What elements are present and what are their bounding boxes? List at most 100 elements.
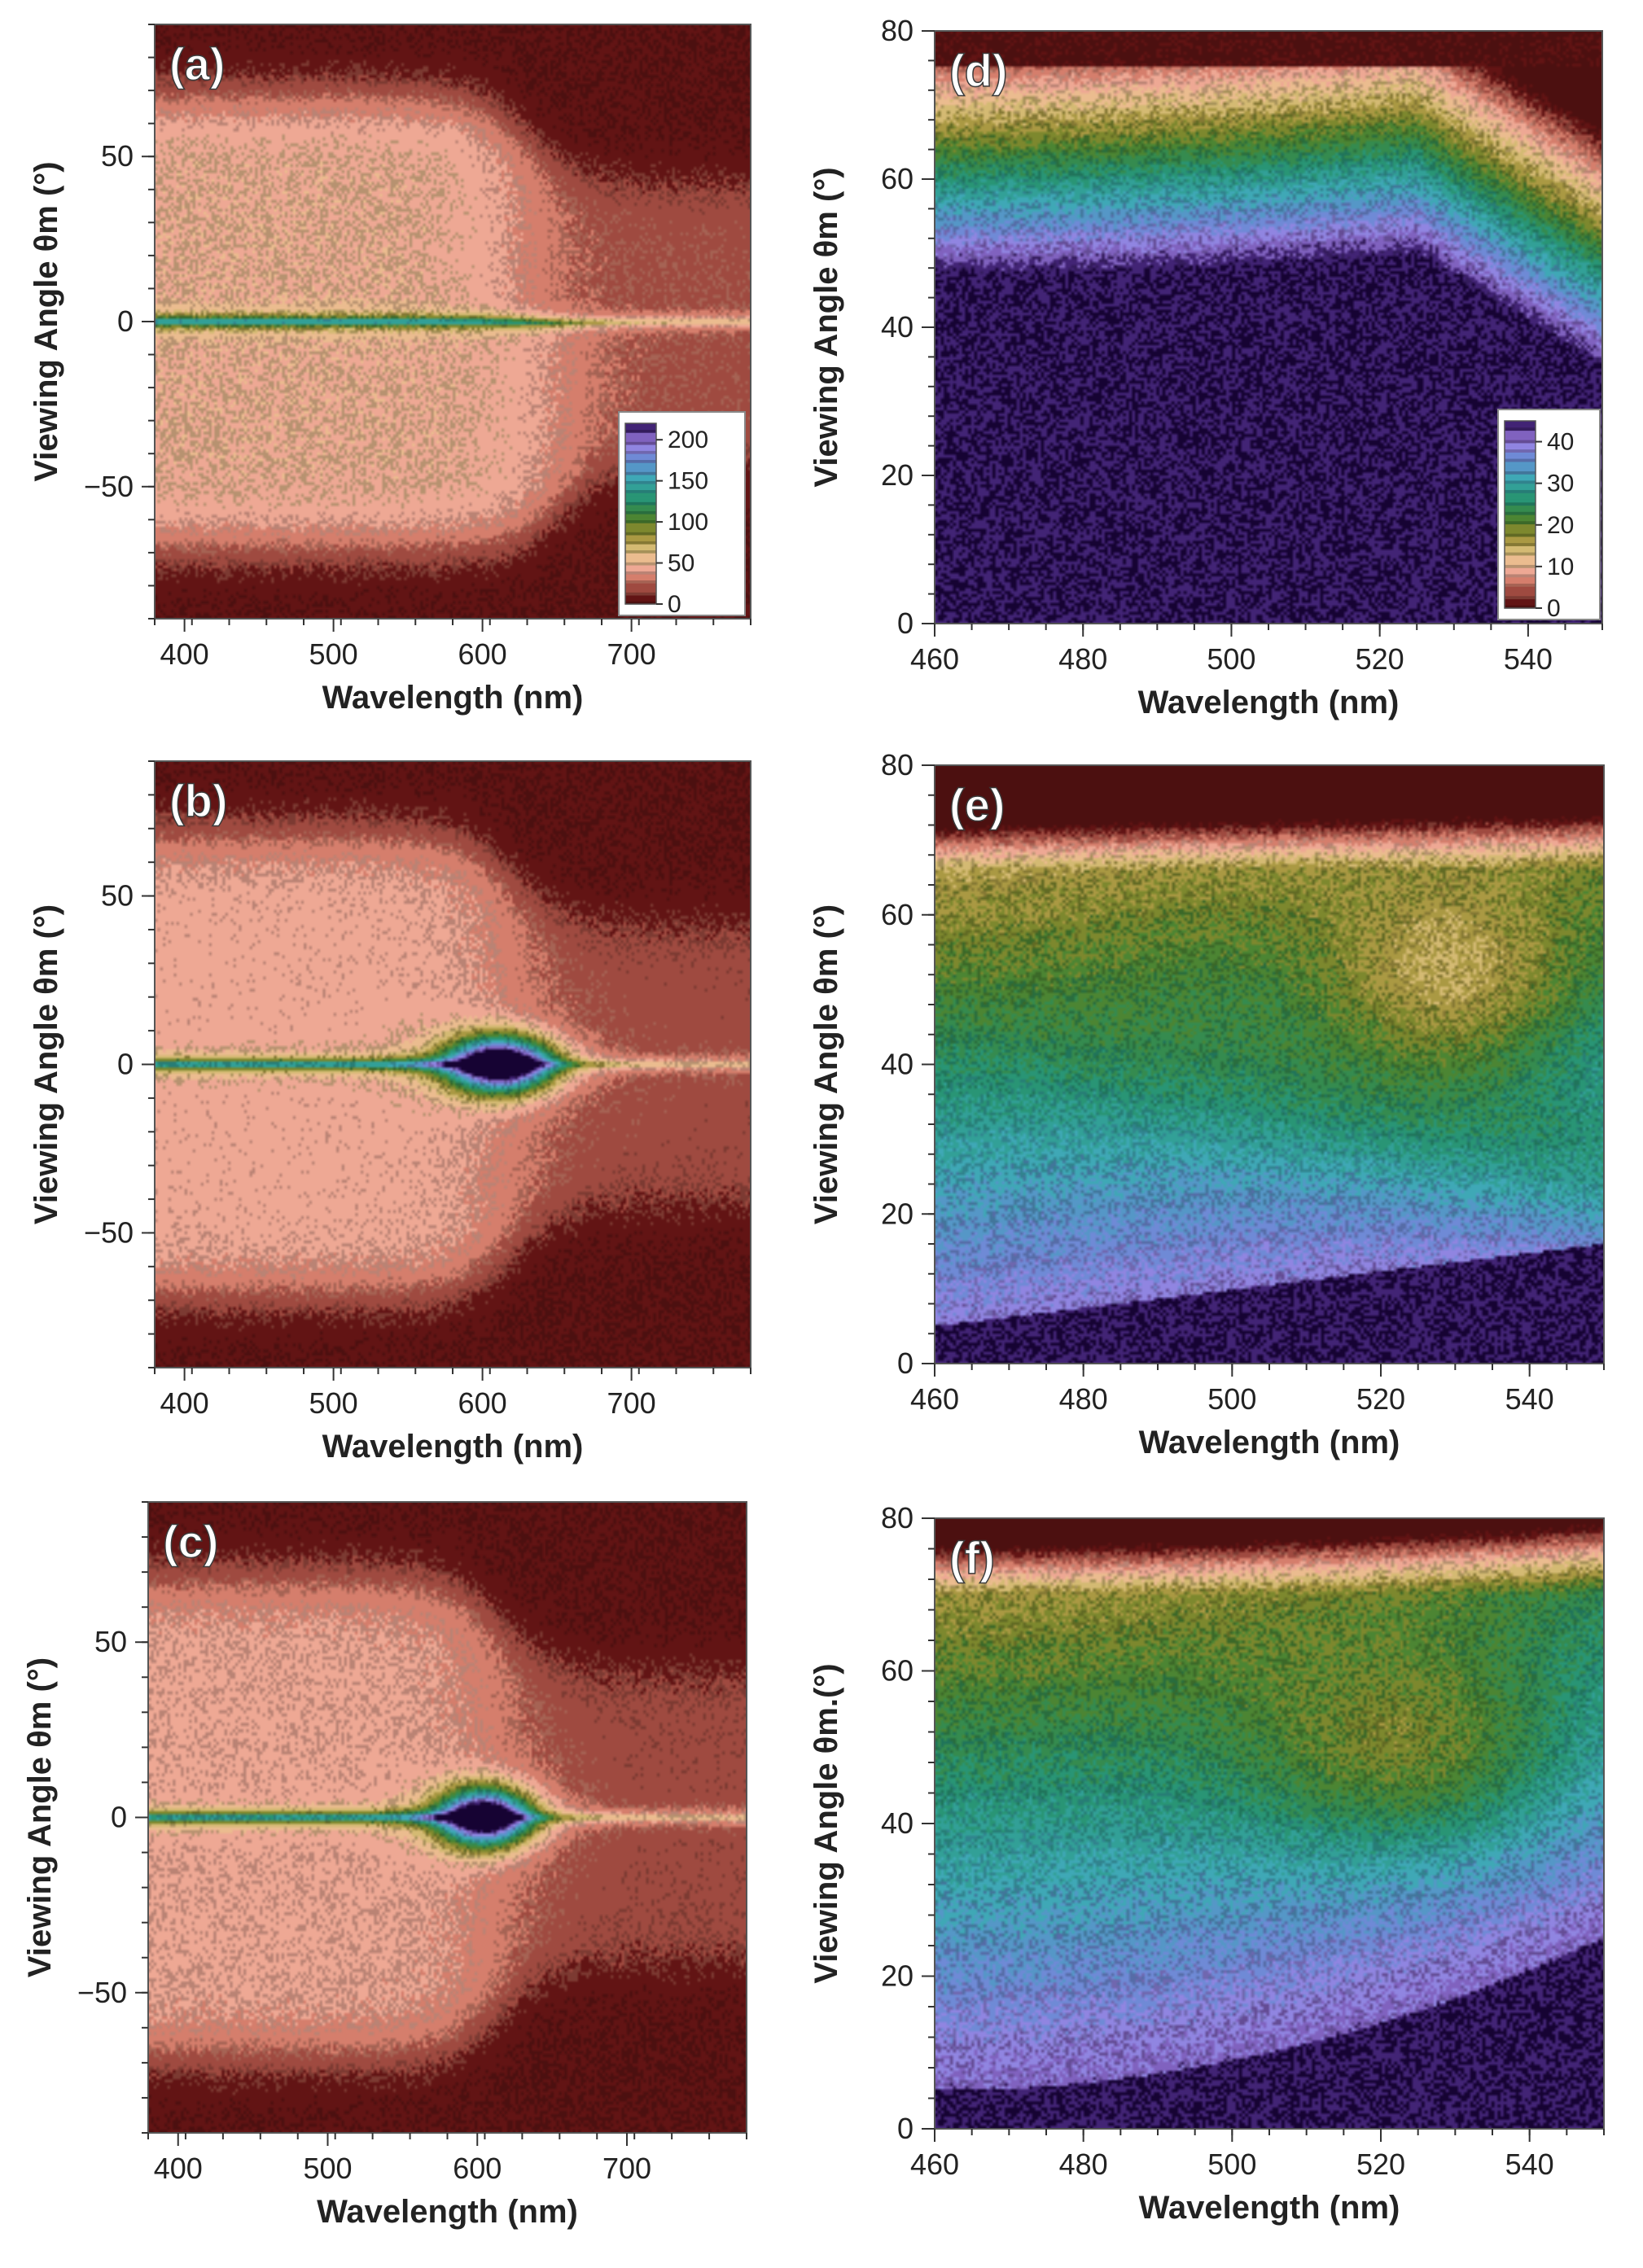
colorbar-swatch (1505, 552, 1536, 556)
y-tick-label: 0 (897, 606, 914, 640)
colorbar-swatch (1505, 536, 1536, 541)
colorbar-swatch (625, 567, 656, 571)
colorbar-swatch (625, 459, 656, 463)
colorbar-swatch (625, 444, 656, 449)
y-tick-label: 60 (881, 898, 914, 931)
colorbar-swatch (1505, 508, 1536, 512)
x-tick-label: 480 (1058, 642, 1107, 676)
x-tick-label: 540 (1505, 2148, 1554, 2181)
x-tick-label: 400 (160, 1386, 209, 1420)
colorbar-swatch (625, 544, 656, 548)
y-axis-label: Viewing Angle θm (°) (28, 904, 64, 1224)
colorbar-swatch (625, 594, 656, 599)
y-tick-label: 0 (897, 1346, 914, 1380)
y-tick-label: 0 (897, 2112, 914, 2145)
colorbar-swatch (1505, 517, 1536, 522)
colorbar-swatch (1505, 423, 1536, 428)
colorbar-swatch (1505, 527, 1536, 531)
colorbar-swatch (1505, 549, 1536, 553)
colorbar-swatch (1505, 455, 1536, 459)
colorbar-swatch (1505, 545, 1536, 549)
colorbar-swatch (625, 555, 656, 560)
colorbar-swatch (625, 489, 656, 493)
colorbar-tick-label: 40 (1547, 429, 1574, 456)
colorbar-swatch (1505, 474, 1536, 478)
x-tick-label: 460 (910, 1382, 959, 1416)
colorbar-swatch (1505, 564, 1536, 568)
colorbar-swatch (625, 532, 656, 536)
y-tick-label: 40 (881, 1048, 914, 1081)
panel-label-b: (b) (169, 775, 228, 826)
colorbar-swatch (1505, 595, 1536, 600)
colorbar-swatch (625, 456, 656, 460)
colorbar-swatch (1505, 598, 1536, 602)
colorbar-swatch (625, 541, 656, 545)
colorbar-swatch (1505, 501, 1536, 506)
colorbar-swatch (625, 441, 656, 445)
panel-b: 400 500 600 700 −50 0 50 Wavelength (nm) Viewing… (28, 760, 751, 1465)
colorbar-swatch (1505, 427, 1536, 431)
colorbar-tick-label: 20 (1547, 512, 1574, 539)
colorbar-swatch (1505, 533, 1536, 537)
colorbar-swatch (1505, 467, 1536, 471)
colorbar-swatch (625, 528, 656, 532)
y-tick-label: 40 (881, 1806, 914, 1840)
y-tick-label: 60 (881, 162, 914, 195)
colorbar-swatch (1505, 605, 1536, 609)
colorbar-swatch (625, 558, 656, 563)
colorbar-swatch (625, 534, 656, 539)
y-tick-label: 60 (881, 1654, 914, 1688)
colorbar-swatch (625, 432, 656, 436)
y-axis-label: Viewing Angle θm (°) (22, 1657, 58, 1977)
y-tick-label: −50 (77, 1976, 127, 2009)
colorbar-tick-label: 0 (668, 591, 681, 618)
colorbar-swatch (625, 465, 656, 470)
x-tick-label: 400 (154, 2152, 203, 2185)
colorbar-swatch (625, 474, 656, 479)
x-tick-label: 700 (607, 637, 656, 671)
colorbar-swatch (625, 510, 656, 514)
colorbar-swatch (625, 516, 656, 520)
colorbar-swatch (1505, 539, 1536, 544)
y-tick-label: 20 (881, 458, 914, 492)
x-tick-label: 460 (910, 642, 959, 676)
colorbar-swatch (625, 576, 656, 580)
x-tick-label: 520 (1356, 2148, 1405, 2181)
colorbar-swatch (1505, 461, 1536, 466)
colorbar-swatch (625, 546, 656, 550)
y-tick-label: 20 (881, 1197, 914, 1230)
colorbar-swatch (625, 486, 656, 490)
colorbar-tick-label: 0 (1547, 595, 1561, 622)
colorbar-swatch (1505, 479, 1536, 484)
colorbar-swatch (625, 571, 656, 575)
colorbar-tick-label: 10 (1547, 554, 1574, 580)
x-axis-label: Wavelength (nm) (322, 1429, 584, 1465)
panel-f: 460 480 500 520 540 0 20 40 60 80 Wavelength (nm) V… (808, 1501, 1605, 2226)
x-tick-label: 500 (303, 2152, 352, 2185)
heatmap-d (935, 31, 1602, 624)
colorbar-swatch (1505, 464, 1536, 469)
x-tick-label: 500 (1207, 2148, 1256, 2181)
y-tick-label: 80 (881, 1501, 914, 1535)
colorbar-swatch (625, 462, 656, 466)
x-tick-label: 540 (1504, 642, 1553, 676)
colorbar-swatch (625, 564, 656, 569)
y-tick-label: 80 (881, 14, 914, 47)
colorbar-swatch (1505, 554, 1536, 559)
colorbar-swatch (1505, 445, 1536, 450)
heatmap-f (935, 1518, 1604, 2129)
colorbar-tick-label: 100 (668, 509, 708, 536)
colorbar-swatch (1505, 523, 1536, 528)
colorbar-swatch (1505, 489, 1536, 493)
colorbar-swatch (1505, 589, 1536, 593)
colorbar-swatch (625, 426, 656, 430)
colorbar-swatch (625, 598, 656, 602)
panel-c: 400 500 600 700 −50 0 50 Wavelength (nm) Viewing… (22, 1501, 747, 2230)
colorbar-swatch (625, 580, 656, 584)
panel-d: 460 480 500 520 540 0 20 40 60 80 Wavelength (nm) V… (808, 14, 1603, 720)
colorbar-swatch (625, 484, 656, 488)
y-tick-label: 0 (117, 304, 134, 338)
colorbar-swatch (1505, 602, 1536, 606)
colorbar-swatch (1505, 514, 1536, 519)
